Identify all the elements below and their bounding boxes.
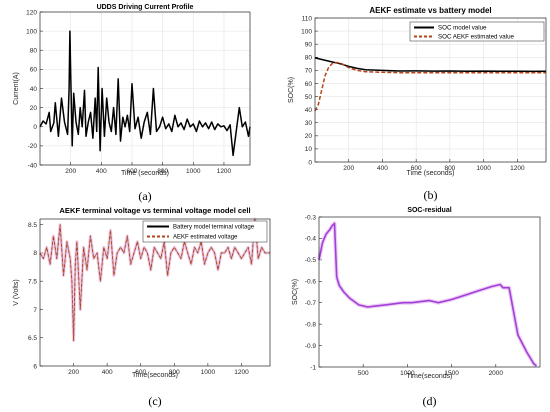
y-tick-label: 120 — [26, 9, 37, 16]
x-tick-label: 800 — [169, 369, 180, 376]
y-tick-label: 20 — [305, 133, 313, 140]
x-tick-label: 400 — [96, 168, 107, 175]
y-tick-label: 100 — [26, 28, 37, 35]
y-tick-label: 50 — [305, 94, 313, 101]
y-tick-label: -0.6 — [305, 279, 317, 286]
y-axis-label: Current(A) — [13, 72, 20, 105]
x-tick-label: 1000 — [400, 370, 415, 377]
legend-entry: SOC model value — [438, 25, 487, 32]
y-tick-label: -0.4 — [305, 236, 317, 243]
y-tick-label: 60 — [305, 81, 313, 88]
y-tick-label: 7 — [33, 307, 37, 314]
chart-a: -40 -20 0 20 40 60 80 100 120 200 400 600 800 1000 120… — [13, 4, 251, 203]
y-tick-label: 0 — [308, 159, 312, 166]
x-tick-label: 1200 — [510, 165, 525, 172]
y-tick-label: 100 — [301, 28, 312, 35]
y-tick-label: 60 — [30, 67, 38, 74]
x-tick-label: 1000 — [201, 369, 216, 376]
y-tick-label: 80 — [30, 48, 38, 55]
y-tick-label: 8 — [33, 250, 37, 257]
x-tick-label: 1000 — [476, 165, 491, 172]
y-tick-label: 6.5 — [28, 335, 37, 342]
y-tick-label: -0.3 — [305, 214, 317, 221]
x-axis-label: Time (seconds) — [407, 170, 455, 177]
y-tick-label: 70 — [305, 68, 313, 75]
y-tick-label: -0.7 — [305, 300, 317, 307]
y-tick-label: 30 — [305, 120, 313, 127]
x-tick-label: 1000 — [186, 168, 201, 175]
panel-caption: (a) — [138, 189, 151, 203]
y-tick-label: -1 — [310, 364, 316, 371]
x-tick-label: 600 — [127, 168, 138, 175]
chart-b: 0 10 20 30 40 50 60 70 80 90 100 110 200 400 600 800 100… — [288, 6, 547, 202]
x-tick-label: 800 — [157, 168, 168, 175]
legend-box — [409, 21, 545, 42]
panel-caption: (d) — [423, 394, 437, 408]
chart-title: UDDS Driving Current Profile — [97, 4, 194, 11]
chart-title: AEKF estimate vs battery model — [369, 6, 491, 15]
legend-entry: AEKF estimated voltage — [173, 235, 238, 241]
axes-frame — [314, 17, 547, 163]
panel-caption: (b) — [424, 188, 438, 202]
panel-caption: (c) — [148, 394, 161, 408]
y-tick-label: 10 — [305, 146, 313, 153]
x-tick-label: 400 — [102, 369, 113, 376]
x-tick-label: 400 — [377, 165, 388, 172]
y-tick-label: -40 — [28, 162, 38, 169]
x-tick-label: 200 — [343, 165, 354, 172]
chart-title: AEKF terminal voltage vs terminal voltag… — [59, 206, 250, 215]
chart-d: -1 -0.9 -0.8 -0.7 -0.6 -0.5 -0.4 -0.3 500 1000 150… — [292, 207, 541, 408]
plot-area — [315, 18, 546, 162]
x-tick-label: 800 — [444, 165, 455, 172]
series-line-aekf-estimated-voltage — [39, 218, 270, 342]
x-tick-label: 2000 — [489, 370, 504, 377]
x-tick-label: 600 — [135, 369, 146, 376]
y-tick-label: 7.5 — [28, 278, 37, 285]
chart-c: 6 6.5 7 7.5 8 8.5 200 400 600 800 1000 1200 AEKF ter… — [13, 206, 271, 408]
y-axis-label: SOC(%) — [292, 279, 299, 305]
axes-frame — [39, 11, 251, 166]
y-tick-label: 0 — [33, 124, 37, 131]
x-tick-label: 1500 — [444, 370, 459, 377]
y-tick-label: 40 — [305, 107, 313, 114]
y-tick-label: 8.5 — [28, 222, 37, 229]
y-tick-label: 6 — [33, 363, 37, 370]
legend-entry: SOC AEKF estimated value — [438, 34, 515, 41]
series-line-d — [318, 222, 537, 367]
legend-box — [142, 220, 268, 243]
series-line-a — [39, 30, 251, 157]
x-axis-label: Time(seconds) — [406, 373, 452, 380]
y-tick-label: 40 — [30, 86, 38, 93]
y-tick-label: -20 — [28, 143, 38, 150]
plot-area — [319, 217, 540, 367]
legend: Battery model terminal voltage AEKF estim… — [142, 220, 268, 243]
y-tick-label: 20 — [30, 105, 38, 112]
x-tick-label: 200 — [65, 168, 76, 175]
legend-entry: Battery model terminal voltage — [173, 225, 255, 231]
y-tick-label: -0.8 — [305, 321, 317, 328]
y-axis-label: SOC(%) — [288, 77, 295, 103]
x-axis-label: Time(seconds) — [132, 372, 178, 379]
y-tick-label: 90 — [305, 41, 313, 48]
x-tick-label: 1200 — [234, 369, 249, 376]
axes-frame — [39, 218, 271, 367]
x-tick-label: 500 — [358, 370, 369, 377]
legend: SOC model value SOC AEKF estimated value — [409, 21, 545, 42]
y-tick-label: -0.9 — [305, 343, 317, 350]
y-tick-label: 80 — [305, 55, 313, 62]
series-line-soc-model-value — [314, 57, 547, 73]
y-axis-label: V (Volts) — [13, 279, 20, 305]
y-tick-label: 110 — [302, 15, 313, 22]
y-tick-label: -0.5 — [305, 257, 317, 264]
x-axis-label: Time (seconds) — [121, 170, 169, 177]
x-tick-label: 200 — [68, 369, 79, 376]
x-tick-label: 1200 — [217, 168, 232, 175]
chart-title: SOC-residual — [407, 207, 451, 214]
x-tick-label: 600 — [411, 165, 422, 172]
series-line-soc-aekf-estimated-value — [314, 61, 546, 112]
axes-frame — [318, 216, 541, 368]
